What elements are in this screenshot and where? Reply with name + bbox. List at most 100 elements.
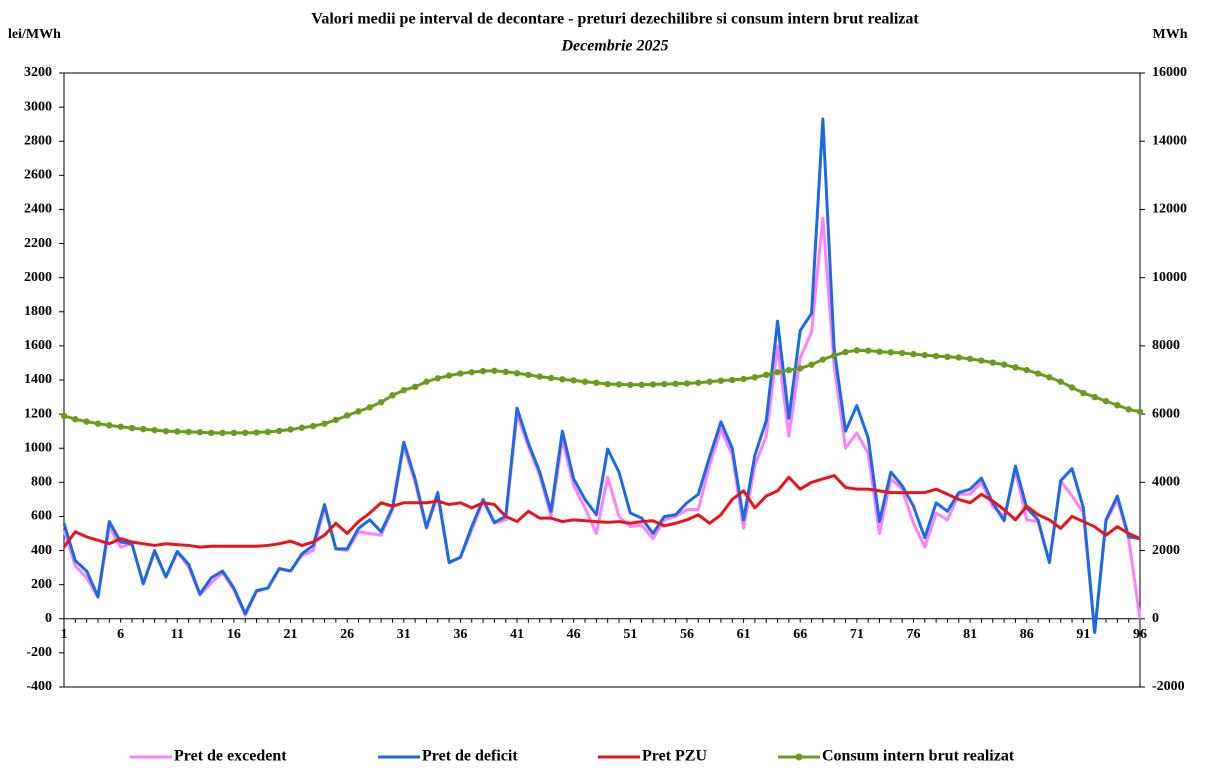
x-tick-label: 66 — [793, 627, 807, 642]
y-tick-label: 200 — [31, 577, 52, 592]
y-axis-label: lei/MWh — [8, 27, 61, 42]
series-marker — [208, 429, 215, 437]
series-line — [63, 348, 1141, 435]
y2-tick-label: 0 — [1152, 611, 1159, 626]
series-marker — [377, 398, 385, 406]
series-marker — [672, 380, 679, 387]
x-tick-label: 31 — [397, 627, 411, 642]
series-marker — [94, 420, 102, 427]
series-marker — [1046, 374, 1053, 381]
x-tick-label: 26 — [340, 627, 354, 642]
series-marker — [423, 378, 430, 385]
series-marker — [853, 347, 861, 354]
x-tick-label: 76 — [906, 627, 920, 642]
y2-tick-label: 12000 — [1152, 202, 1187, 217]
series-marker — [966, 355, 974, 363]
y2-tick-label: 10000 — [1152, 270, 1187, 285]
y-tick-label: 2600 — [24, 168, 52, 183]
series-marker — [638, 381, 645, 388]
series-marker — [1114, 402, 1121, 409]
y-tick-label: 600 — [31, 509, 52, 524]
series-marker — [615, 381, 623, 388]
series-marker — [219, 429, 226, 437]
series-marker — [989, 359, 996, 366]
series-marker — [525, 371, 532, 379]
series-marker — [683, 380, 691, 387]
y-tick-label: 2800 — [24, 133, 52, 148]
series-marker — [547, 374, 555, 382]
y-tick-label: 400 — [31, 543, 52, 558]
series-marker — [729, 376, 736, 384]
y-tick-label: 1200 — [24, 406, 52, 421]
series-marker — [411, 383, 419, 391]
series-line — [62, 216, 1142, 634]
series-marker — [389, 392, 396, 399]
x-tick-label: 91 — [1076, 627, 1090, 642]
series-marker — [468, 368, 475, 376]
legend-label: Consum intern brut realizat — [822, 748, 1015, 765]
series-marker — [717, 377, 725, 384]
series-marker — [774, 368, 781, 376]
y2-tick-label: -2000 — [1152, 679, 1185, 694]
y2-tick-label: 6000 — [1152, 406, 1180, 421]
y-tick-label: 1400 — [24, 372, 52, 387]
series-marker — [785, 366, 793, 374]
series-marker — [355, 408, 362, 415]
series-marker — [955, 354, 962, 361]
series-marker — [117, 423, 124, 430]
series-line — [62, 117, 1141, 634]
x-tick-label: 6 — [117, 627, 124, 642]
series-marker — [72, 416, 79, 423]
series-marker — [264, 428, 272, 436]
series-marker — [434, 375, 441, 382]
y-tick-label: 800 — [31, 475, 52, 490]
series-marker — [83, 418, 90, 425]
series-marker — [151, 426, 158, 434]
series-marker — [536, 373, 543, 380]
y-tick-label: 2200 — [24, 236, 52, 251]
chart-title: Valori medii pe interval de decontare - … — [311, 11, 919, 28]
x-tick-label: 1 — [61, 627, 68, 642]
y-tick-label: 3200 — [24, 65, 52, 80]
y2-tick-label: 14000 — [1152, 133, 1187, 148]
y-tick-label: 3000 — [24, 99, 52, 114]
series-marker — [253, 429, 260, 436]
series-marker — [1057, 378, 1064, 385]
x-tick-label: 51 — [623, 627, 637, 642]
series-marker — [706, 378, 713, 385]
y2-tick-label: 2000 — [1152, 543, 1180, 558]
series-marker — [978, 357, 985, 364]
series-marker — [797, 365, 804, 372]
series-marker — [1034, 370, 1042, 377]
y2-tick-label: 8000 — [1152, 338, 1180, 353]
series-marker — [830, 352, 838, 359]
x-tick-label: 41 — [510, 627, 524, 642]
y2-axis-label: MWh — [1153, 27, 1188, 42]
series-marker — [898, 349, 906, 357]
series-marker — [593, 379, 600, 386]
series-marker — [321, 420, 328, 427]
y-tick-label: 1800 — [24, 304, 52, 319]
series-marker — [932, 352, 940, 360]
series-marker — [196, 428, 204, 436]
series-marker — [242, 429, 249, 437]
series-marker — [60, 412, 68, 420]
y2-tick-label: 4000 — [1152, 475, 1180, 490]
series-marker — [128, 424, 136, 432]
x-tick-label: 36 — [453, 627, 467, 642]
series-marker — [921, 351, 928, 359]
series-marker — [1012, 364, 1019, 371]
x-tick-label: 46 — [567, 627, 581, 642]
legend-label: Pret PZU — [642, 748, 707, 765]
x-tick-label: 71 — [850, 627, 864, 642]
series-marker — [740, 375, 747, 383]
y-tick-label: 2400 — [24, 202, 52, 217]
series-marker — [876, 348, 883, 355]
series-marker — [162, 427, 170, 435]
series-marker — [106, 422, 113, 429]
series-marker — [513, 369, 521, 377]
series-marker — [695, 379, 702, 386]
series-marker — [944, 353, 951, 361]
x-tick-label: 61 — [737, 627, 751, 642]
